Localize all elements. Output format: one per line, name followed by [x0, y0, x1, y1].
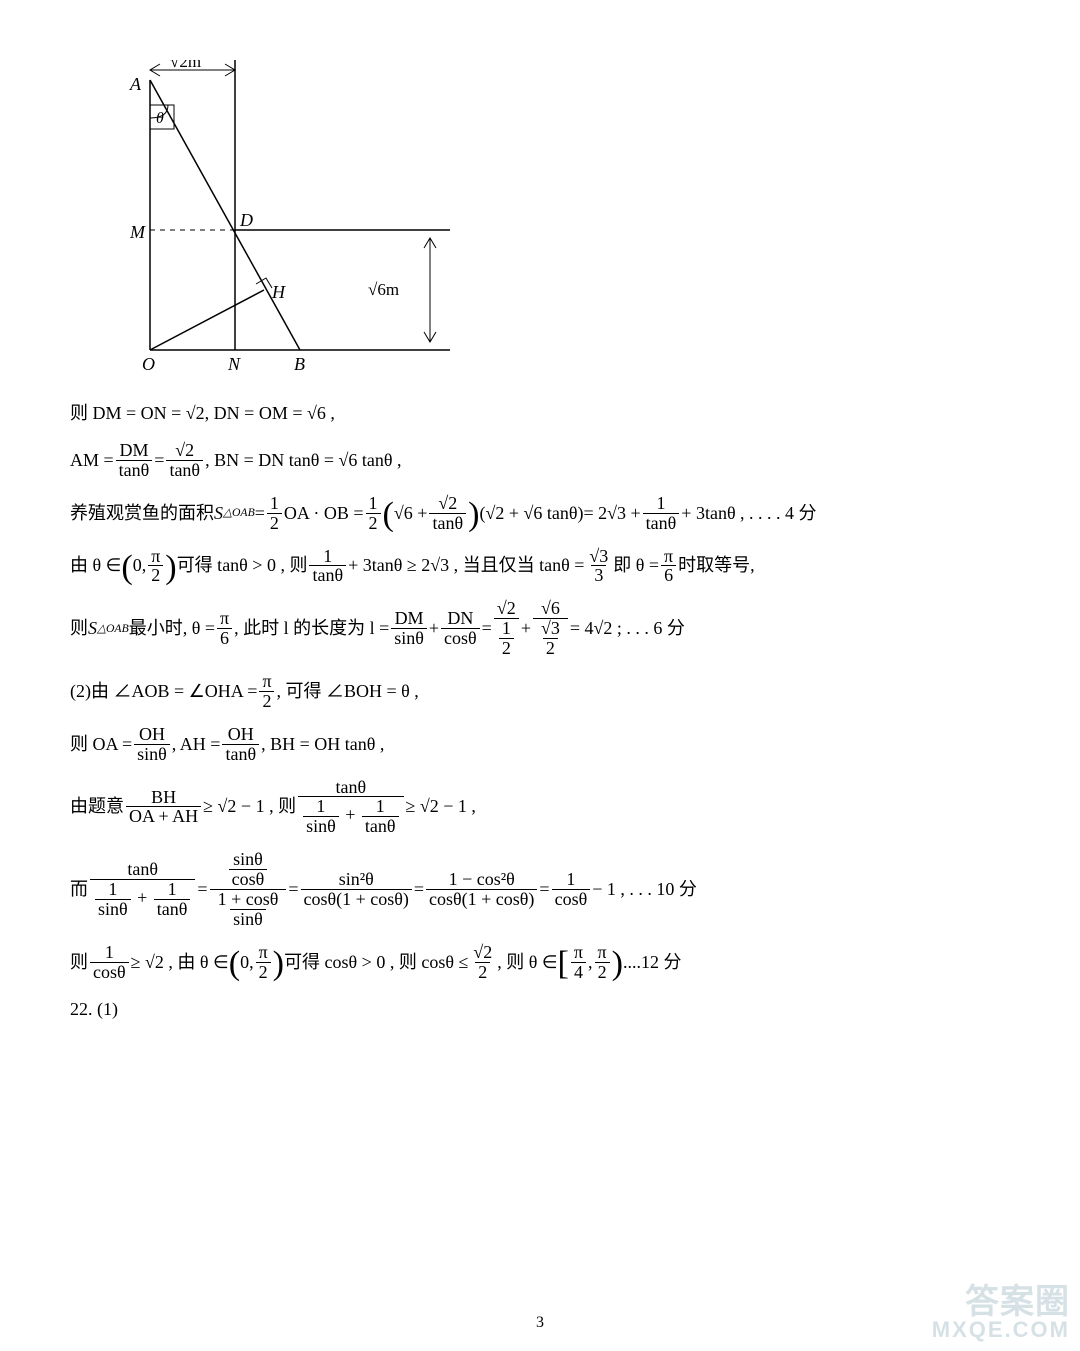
eq-oa-ah-bh: 则 OA = OHsinθ , AH = OHtanθ , BH = OH ta… — [70, 725, 1010, 764]
eq-area-s: 养殖观赏鱼的面积 S△OAB = 12 OA · OB = 12 ( √6 + … — [70, 494, 1010, 533]
eq-theta-range: 由 θ ∈ ( 0, π2 ) 可得 tanθ > 0 , 则 1tanθ + … — [70, 547, 1010, 586]
right-unit-label: √6m — [368, 280, 399, 299]
svg-text:D: D — [239, 210, 253, 230]
svg-text:H: H — [271, 282, 286, 302]
watermark-line1: 答案圈 — [932, 1285, 1070, 1319]
diagram-svg: √2m θ √6m A M D H O N B — [90, 60, 470, 380]
eq-am-bn: AM = DMtanθ = √2tanθ , BN = DN tanθ = √6… — [70, 441, 1010, 480]
eq-22-1: 22. (1) — [70, 996, 1010, 1023]
eq-part2-angles: (2)由 ∠AOB = ∠OHA = π2 , 可得 ∠BOH = θ , — [70, 672, 1010, 711]
svg-text:O: O — [142, 354, 155, 374]
eq-dm-on: 则 DM = ON = √2, DN = OM = √6 , — [70, 400, 1010, 427]
geometry-diagram: √2m θ √6m A M D H O N B — [90, 60, 1010, 388]
watermark-line2: MXQE.COM — [932, 1319, 1070, 1341]
eq-simplify-chain: 而 tanθ 1sinθ + 1tanθ = sinθcosθ 1 + cosθ… — [70, 850, 1010, 929]
svg-text:A: A — [129, 74, 142, 94]
text: 则 DM = ON = √2, DN = OM = √6 , — [70, 400, 335, 427]
watermark: 答案圈 MXQE.COM — [932, 1285, 1070, 1341]
svg-text:M: M — [129, 222, 146, 242]
svg-text:N: N — [227, 354, 241, 374]
eq-bh-inequality: 由题意 BHOA + AH ≥ √2 − 1 , 则 tanθ 1sinθ + … — [70, 778, 1010, 837]
svg-text:θ: θ — [156, 110, 164, 127]
page-number: 3 — [0, 1311, 1080, 1335]
svg-text:B: B — [294, 354, 305, 374]
top-unit-label: √2m — [170, 60, 201, 71]
eq-cos-bound: 则 1cosθ ≥ √2 , 由 θ ∈ ( 0, π2 ) 可得 cosθ >… — [70, 943, 1010, 982]
eq-s-min: 则 S△OAB 最小时, θ = π6 , 此时 l 的长度为 l = DMsi… — [70, 599, 1010, 658]
